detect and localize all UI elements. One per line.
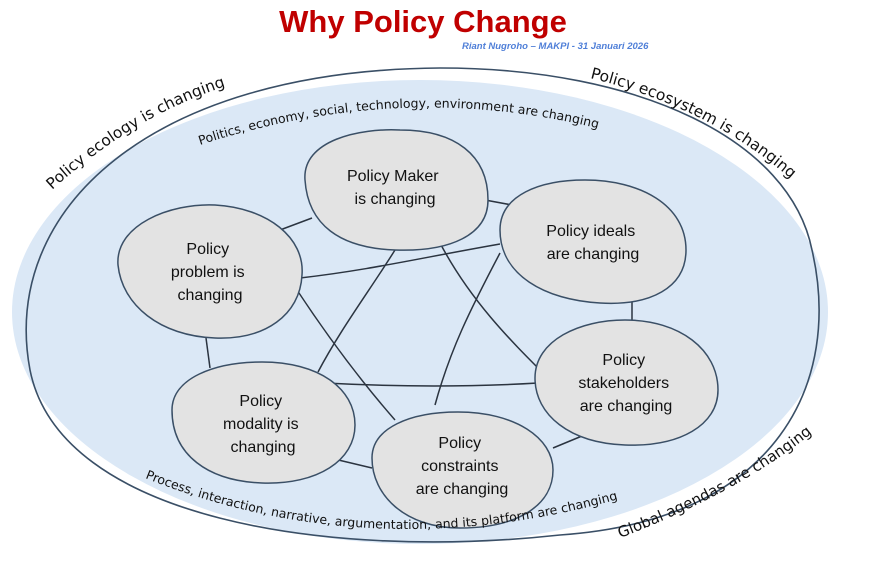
- node-policy-stakeholders: [534, 319, 719, 446]
- policy-stakeholders-line-1: Policy: [602, 352, 645, 369]
- link-stakeholders-constraints: [552, 435, 583, 449]
- link-problem-ideals: [299, 243, 501, 279]
- policy-modality-line-3: changing: [231, 439, 296, 456]
- link-maker-problem: [279, 217, 313, 231]
- policy-ideals-line-2: are changing: [547, 246, 640, 263]
- node-policy-modality: [171, 361, 356, 484]
- policy-constraints-line-2: constraints: [421, 458, 498, 475]
- link-modality-stakeholders: [324, 382, 539, 387]
- policy-maker-line-2: is changing: [355, 191, 436, 208]
- link-problem-modality: [205, 337, 211, 369]
- page-title: Why Policy Change: [279, 4, 567, 39]
- node-policy-maker: [304, 129, 489, 251]
- policy-stakeholders-line-2: stakeholders: [578, 375, 669, 392]
- svg-text:Policy Maker is changing: Policy Maker is changing: [347, 168, 443, 208]
- policy-problem-line-2: problem is: [171, 264, 245, 281]
- node-policy-ideals: [499, 179, 687, 305]
- svg-text:Policy problem is: Policy problem is changing: [171, 241, 249, 304]
- svg-text:Policy stakeholders: Policy stakeholders are changing: [578, 352, 673, 415]
- policy-constraints-line-1: Policy: [438, 435, 481, 452]
- policy-ideals-line-1: Policy ideals: [546, 223, 635, 240]
- author-date: Riant Nugroho – MAKPI - 31 Januari 2026: [462, 41, 649, 52]
- policy-nodes: [117, 129, 719, 529]
- connection-lines: [205, 199, 633, 469]
- node-labels: Policy Maker is changing Policy ideals a…: [171, 168, 673, 498]
- policy-constraints-line-3: are changing: [416, 481, 509, 498]
- node-policy-constraints: [371, 411, 554, 529]
- node-policy-problem: [117, 204, 303, 339]
- policy-problem-line-1: Policy: [186, 241, 229, 258]
- outer-contour-line: [25, 67, 820, 543]
- svg-text:Policy constraints: Policy constraints are changing: [416, 435, 509, 498]
- policy-stakeholders-line-3: are changing: [580, 398, 673, 415]
- link-maker-modality: [317, 249, 396, 373]
- policy-modality-line-1: Policy: [239, 393, 282, 410]
- policy-problem-line-3: changing: [178, 287, 243, 304]
- svg-text:Policy ideals are changi: Policy ideals are changing: [546, 223, 639, 263]
- link-maker-stakeholders: [439, 242, 546, 376]
- link-maker-ideals: [484, 199, 513, 206]
- svg-text:Policy modality is: Policy modality is changing: [223, 393, 303, 456]
- policy-maker-line-1: Policy Maker: [347, 168, 439, 185]
- policy-modality-line-2: modality is: [223, 416, 299, 433]
- link-problem-constraints: [296, 289, 396, 421]
